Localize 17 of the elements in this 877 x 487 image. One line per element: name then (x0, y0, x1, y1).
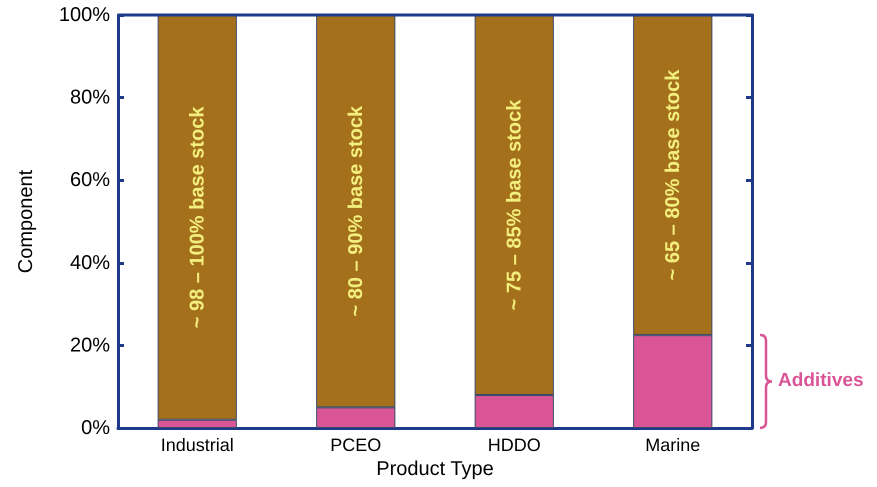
y-tick-label: 40% (70, 252, 110, 274)
annotation: ~ 98 – 100% base stock (186, 106, 208, 328)
x-tick-label: Industrial (160, 435, 234, 455)
x-tick-label: HDDO (488, 435, 541, 455)
annotation: ~ 75 – 85% base stock (503, 98, 526, 310)
y-tick-label: 0% (81, 417, 110, 439)
y-tick-label: 80% (70, 86, 110, 109)
x-tick-label: Marine (645, 435, 700, 455)
y-tick-label: 60% (70, 169, 110, 192)
text: Additives (778, 370, 864, 392)
x-axis-title: Product Type (376, 458, 494, 480)
y-tick-label: 100% (58, 4, 110, 26)
y-axis-title: Component (15, 169, 37, 274)
annotation: ~ 65 – 80% base stock (662, 68, 684, 280)
annotation: ~ 80 – 90% base stock (344, 104, 367, 317)
y-tick-label: 20% (70, 334, 110, 356)
x-tick-label: PCEO (330, 435, 382, 455)
